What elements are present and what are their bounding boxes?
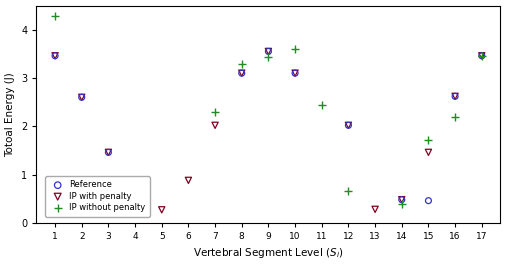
- Point: [184, 178, 192, 182]
- Point: [237, 61, 245, 66]
- Point: [237, 71, 245, 75]
- Point: [78, 95, 86, 99]
- Point: [477, 54, 485, 58]
- Point: [424, 138, 432, 142]
- Point: [131, 197, 139, 201]
- Point: [317, 103, 325, 107]
- Point: [104, 150, 112, 155]
- Legend: Reference, IP with penalty, IP without penalty: Reference, IP with penalty, IP without p…: [45, 176, 149, 217]
- Point: [290, 47, 298, 51]
- Point: [264, 49, 272, 53]
- Point: [51, 54, 59, 58]
- Point: [264, 55, 272, 59]
- Y-axis label: Totoal Energy (J): Totoal Energy (J): [6, 72, 16, 157]
- Point: [424, 150, 432, 155]
- Point: [290, 71, 298, 75]
- Point: [397, 198, 405, 202]
- Point: [370, 207, 378, 211]
- Point: [51, 14, 59, 18]
- Point: [424, 198, 432, 203]
- Point: [477, 54, 485, 58]
- Point: [450, 94, 458, 98]
- Point: [211, 123, 219, 127]
- Point: [104, 150, 112, 155]
- Point: [344, 123, 352, 127]
- Point: [344, 189, 352, 193]
- Point: [264, 49, 272, 53]
- Point: [211, 110, 219, 114]
- X-axis label: Vertebral Segment Level ($S_i$): Vertebral Segment Level ($S_i$): [193, 246, 343, 260]
- Point: [450, 114, 458, 119]
- Point: [344, 123, 352, 127]
- Point: [158, 208, 166, 212]
- Point: [51, 54, 59, 58]
- Point: [477, 54, 485, 58]
- Point: [450, 94, 458, 98]
- Point: [290, 71, 298, 75]
- Point: [237, 71, 245, 75]
- Point: [131, 197, 139, 201]
- Point: [397, 198, 405, 202]
- Point: [78, 95, 86, 99]
- Point: [131, 197, 139, 201]
- Point: [397, 201, 405, 206]
